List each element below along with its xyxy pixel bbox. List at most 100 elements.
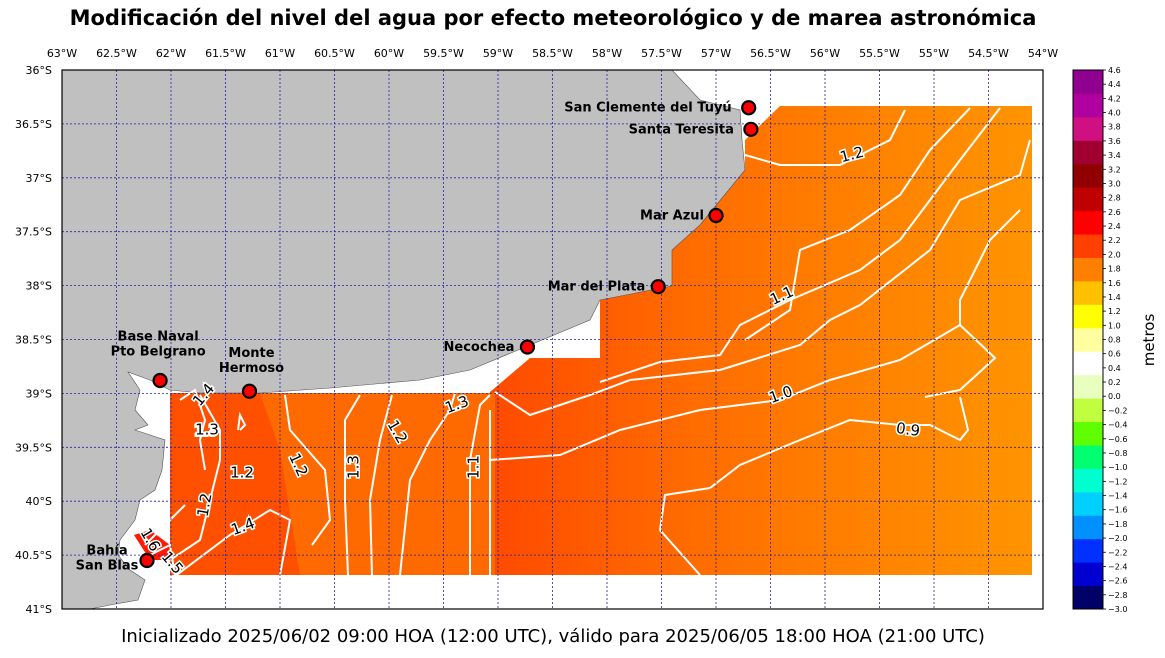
colorbar-segment xyxy=(1073,163,1103,188)
colorbar-tick-label: 1.2 xyxy=(1108,307,1121,316)
lon-tick-label: 61.5°W xyxy=(205,47,246,60)
latitude-axis: 36°S 36.5°S 37°S 37.5°S 38°S 38.5°S 39°S 39.5°S… xyxy=(15,64,52,616)
colorbar-segment xyxy=(1073,398,1103,423)
colorbar-tick-label: −0.2 xyxy=(1108,406,1127,415)
lat-tick-label: 40.5°S xyxy=(15,549,52,562)
colorbar-segment xyxy=(1073,70,1103,94)
colorbar-tick-label: −2.8 xyxy=(1108,591,1127,600)
station-marker xyxy=(708,207,724,224)
colorbar-tick-label: 2.0 xyxy=(1108,250,1121,259)
colorbar-tick-label: 4.0 xyxy=(1108,109,1121,118)
colorbar-segment xyxy=(1073,210,1103,235)
station-label: Monte Hermoso xyxy=(219,346,284,376)
contour-label: 1.3 xyxy=(194,422,218,440)
lat-tick-label: 38°S xyxy=(26,280,52,293)
chart-title: Modificación del nivel del agua por efec… xyxy=(69,6,1037,30)
lat-tick-label: 41°S xyxy=(26,603,52,616)
lon-tick-label: 58.5°W xyxy=(532,47,573,60)
station-label: San Clemente del Tuyú xyxy=(564,101,731,116)
lon-tick-label: 60°W xyxy=(374,47,404,60)
station-marker xyxy=(650,279,666,295)
lat-tick-label: 40°S xyxy=(26,495,52,508)
lon-tick-label: 62.5°W xyxy=(96,47,137,60)
lat-tick-label: 39.5°S xyxy=(15,441,52,454)
colorbar-tick-label: 1.4 xyxy=(1108,293,1121,302)
colorbar-segment xyxy=(1073,515,1103,540)
colorbar-tick-label: 4.2 xyxy=(1108,94,1121,103)
colorbar-tick-label: −1.8 xyxy=(1108,520,1127,529)
colorbar-tick-label: 2.6 xyxy=(1108,208,1121,217)
colorbar-segment xyxy=(1073,468,1103,493)
lat-tick-label: 38.5°S xyxy=(15,334,52,347)
colorbar-tick-label: −2.6 xyxy=(1108,577,1127,586)
station-marker xyxy=(152,372,168,389)
colorbar-tick-label: 0.2 xyxy=(1108,378,1121,387)
colorbar-tick-label: 2.2 xyxy=(1108,236,1121,245)
colorbar-tick-label: 0.6 xyxy=(1108,350,1121,359)
station-marker xyxy=(139,552,155,569)
colorbar-tick-label: −1.2 xyxy=(1108,477,1127,486)
colorbar-segment xyxy=(1073,491,1103,516)
lon-tick-label: 63°W xyxy=(47,47,77,60)
lon-tick-label: 56°W xyxy=(810,47,840,60)
colorbar-segment xyxy=(1073,421,1103,446)
colorbar-segment xyxy=(1073,257,1103,282)
station-label: Santa Teresita xyxy=(629,122,734,137)
colorbar-segment xyxy=(1073,562,1103,587)
colorbar-tick-label: 3.8 xyxy=(1108,123,1121,132)
colorbar-tick-label: 1.8 xyxy=(1108,265,1121,274)
colorbar-tick-label: −0.8 xyxy=(1108,449,1127,458)
lon-tick-label: 55.5°W xyxy=(859,47,900,60)
station-label: Mar Azul xyxy=(640,209,704,224)
lon-tick-label: 57°W xyxy=(701,47,731,60)
colorbar-tick-label: 4.6 xyxy=(1108,66,1121,75)
station-label: Necochea xyxy=(444,340,515,355)
colorbar-segment xyxy=(1073,234,1103,258)
colorbar-tick-label: −1.0 xyxy=(1108,463,1127,472)
colorbar-segment xyxy=(1073,327,1103,352)
colorbar-segment xyxy=(1073,304,1103,329)
contour-label: 0.9 xyxy=(895,419,921,440)
colorbar-tick-label: −2.4 xyxy=(1108,562,1127,571)
colorbar-tick-label: 0.8 xyxy=(1108,336,1121,345)
lon-tick-label: 54.5°W xyxy=(968,47,1009,60)
lat-tick-label: 37°S xyxy=(26,172,52,185)
station-label: Mar del Plata xyxy=(548,280,646,295)
contour-label: 1.2 xyxy=(230,464,254,482)
colorbar-tick-label: −1.6 xyxy=(1108,506,1127,515)
stations: San Clemente del Tuyú Santa Teresita Mar A… xyxy=(76,100,759,573)
colorbar-segment xyxy=(1073,280,1103,305)
colorbar-segment xyxy=(1073,374,1103,399)
colorbar-tick-label: 3.6 xyxy=(1108,137,1121,146)
lon-tick-label: 56.5°W xyxy=(750,47,791,60)
station-label: Base Naval Pto Belgrano xyxy=(111,329,206,359)
colorbar-segment xyxy=(1073,116,1103,141)
colorbar-tick-label: 3.0 xyxy=(1108,179,1121,188)
colorbar-segment xyxy=(1073,585,1103,610)
longitude-axis: 63°W 62.5°W 62°W 61.5°W 61°W 60.5°W 60°W 59.5°W… xyxy=(47,47,1058,60)
station-marker xyxy=(743,121,759,137)
colorbar-segment xyxy=(1073,538,1103,563)
colorbar-tick-label: 0.0 xyxy=(1108,392,1121,401)
water-level-field-coast-red xyxy=(134,530,170,560)
contour-lines xyxy=(144,107,1031,581)
colorbar-tick-label: 1.0 xyxy=(1108,321,1121,330)
colorbar-label: metros xyxy=(1140,314,1158,367)
lon-tick-label: 57.5°W xyxy=(641,47,682,60)
colorbar-tick-label: −1.4 xyxy=(1108,492,1127,501)
grid-lines xyxy=(62,70,1043,609)
lat-tick-label: 36.5°S xyxy=(15,118,52,131)
plot-frame xyxy=(61,69,1044,610)
colorbar-tick-label: −0.4 xyxy=(1108,421,1127,430)
contour-label: 1.1 xyxy=(465,455,483,479)
colorbar-segment xyxy=(1073,351,1103,376)
colorbar-tick-label: 2.8 xyxy=(1108,194,1121,203)
colorbar-tick-label: −3.0 xyxy=(1108,605,1127,614)
water-level-field-north xyxy=(490,106,1032,575)
colorbar-segment xyxy=(1073,444,1103,469)
lon-tick-label: 59.5°W xyxy=(423,47,464,60)
contour-label: 1.3 xyxy=(195,421,219,439)
station-label: Bahía San Blas xyxy=(76,543,139,573)
colorbar-segment xyxy=(1073,140,1103,165)
colorbar-tick-label: −2.2 xyxy=(1108,548,1127,557)
